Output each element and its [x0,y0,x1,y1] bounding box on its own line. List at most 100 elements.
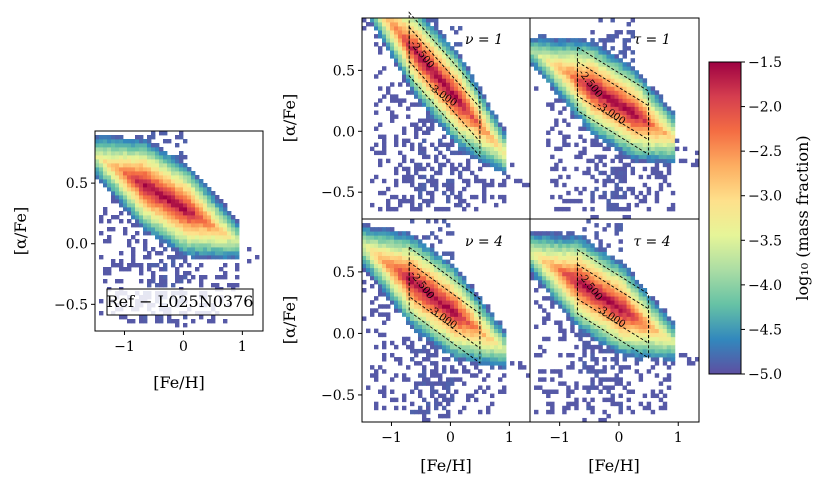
heatmap-cell [450,170,455,176]
heatmap-cell [410,239,415,244]
heatmap-cell [582,320,587,325]
heatmap-cell [626,352,631,358]
heatmap-cell [574,401,579,407]
heatmap-cell [542,316,547,321]
heatmap-cell [622,279,627,285]
heatmap-cell [107,175,112,180]
heatmap-cell [438,320,443,325]
heatmap-cell [442,381,447,386]
heatmap-cell [586,324,591,330]
heatmap-cell [398,304,403,309]
heatmap-cell [382,320,387,325]
heatmap-cell [462,126,467,131]
heatmap-cell [642,332,648,338]
heatmap-cell [426,178,431,184]
heatmap-cell [139,163,144,168]
heatmap-cell [566,385,571,390]
heatmap-cell [430,251,435,256]
heatmap-cell [586,98,591,103]
heatmap-cell [426,235,431,240]
heatmap-cell [686,357,692,362]
heatmap-cell [402,38,407,43]
heatmap-cell [418,288,423,293]
heatmap-cell [446,182,451,188]
heatmap-cell [438,259,443,265]
heatmap-cell [486,146,491,152]
heatmap-cell [227,211,232,216]
heatmap-cell [606,324,611,330]
heatmap-cell [598,279,603,285]
heatmap-cell [666,114,672,119]
heatmap-cell [618,365,623,370]
heatmap-cell [550,74,555,79]
heatmap-cell [211,215,216,220]
heatmap-cell [562,138,567,144]
heatmap-cell [454,292,459,297]
heatmap-cell [191,191,196,196]
heatmap-cell [666,142,672,148]
heatmap-cell [474,130,479,135]
heatmap-cell [207,207,212,212]
heatmap-cell [203,231,208,236]
heatmap-cell [438,267,443,273]
heatmap-cell [686,361,692,366]
heatmap-cell [630,190,636,196]
heatmap-cell [454,332,459,338]
heatmap-cell [159,151,164,156]
heatmap-cell [466,66,471,71]
heatmap-cell [382,66,387,71]
heatmap-cell [530,50,535,55]
heatmap-cell [594,312,599,317]
heatmap-cell [402,166,407,172]
heatmap-cell [618,296,623,301]
heatmap-cell [139,147,144,152]
heatmap-cell [570,98,575,103]
heatmap-cell [430,46,435,51]
heatmap-cell [634,320,640,325]
heatmap-cell [446,231,451,236]
heatmap-cell [386,259,391,265]
heatmap-cell [638,106,644,111]
heatmap-cell [466,74,471,79]
heatmap-cell [418,405,423,411]
heatmap-cell [227,251,232,256]
heatmap-cell [426,118,431,123]
heatmap-cell [622,336,627,342]
heatmap-cell [398,263,403,269]
heatmap-cell [578,296,583,301]
heatmap-cell [151,191,156,196]
heatmap-cell [570,401,575,407]
heatmap-cell [143,227,148,232]
heatmap-cell [394,251,399,256]
heatmap-cell [386,255,391,260]
heatmap-cell [546,389,551,394]
heatmap-cell [602,283,607,289]
heatmap-cell [378,158,383,164]
heatmap-cell [670,142,676,148]
heatmap-cell [438,98,443,103]
heatmap-cell [191,215,196,220]
heatmap-cell [534,247,539,252]
heatmap-cell [446,308,451,313]
heatmap-cell [458,130,463,135]
heatmap-cell [438,102,443,107]
heatmap-cell [662,150,668,156]
heatmap-cell [586,122,591,127]
heatmap-cell [390,42,395,47]
heatmap-cell [362,288,367,293]
heatmap-cell [642,126,648,131]
heatmap-cell [614,340,619,346]
heatmap-cell [390,30,395,35]
heatmap-cell [458,198,463,204]
heatmap-cell [470,336,475,342]
heatmap-cell [123,203,128,208]
heatmap-cell [502,357,507,362]
heatmap-cell [450,118,455,123]
heatmap-cell [223,247,228,252]
heatmap-cell [662,162,668,168]
heatmap-cell [426,42,431,47]
heatmap-cell [235,239,240,244]
heatmap-cell [426,74,431,79]
heatmap-cell [486,138,491,144]
colorbar-tick-label: −5.0 [748,367,782,383]
